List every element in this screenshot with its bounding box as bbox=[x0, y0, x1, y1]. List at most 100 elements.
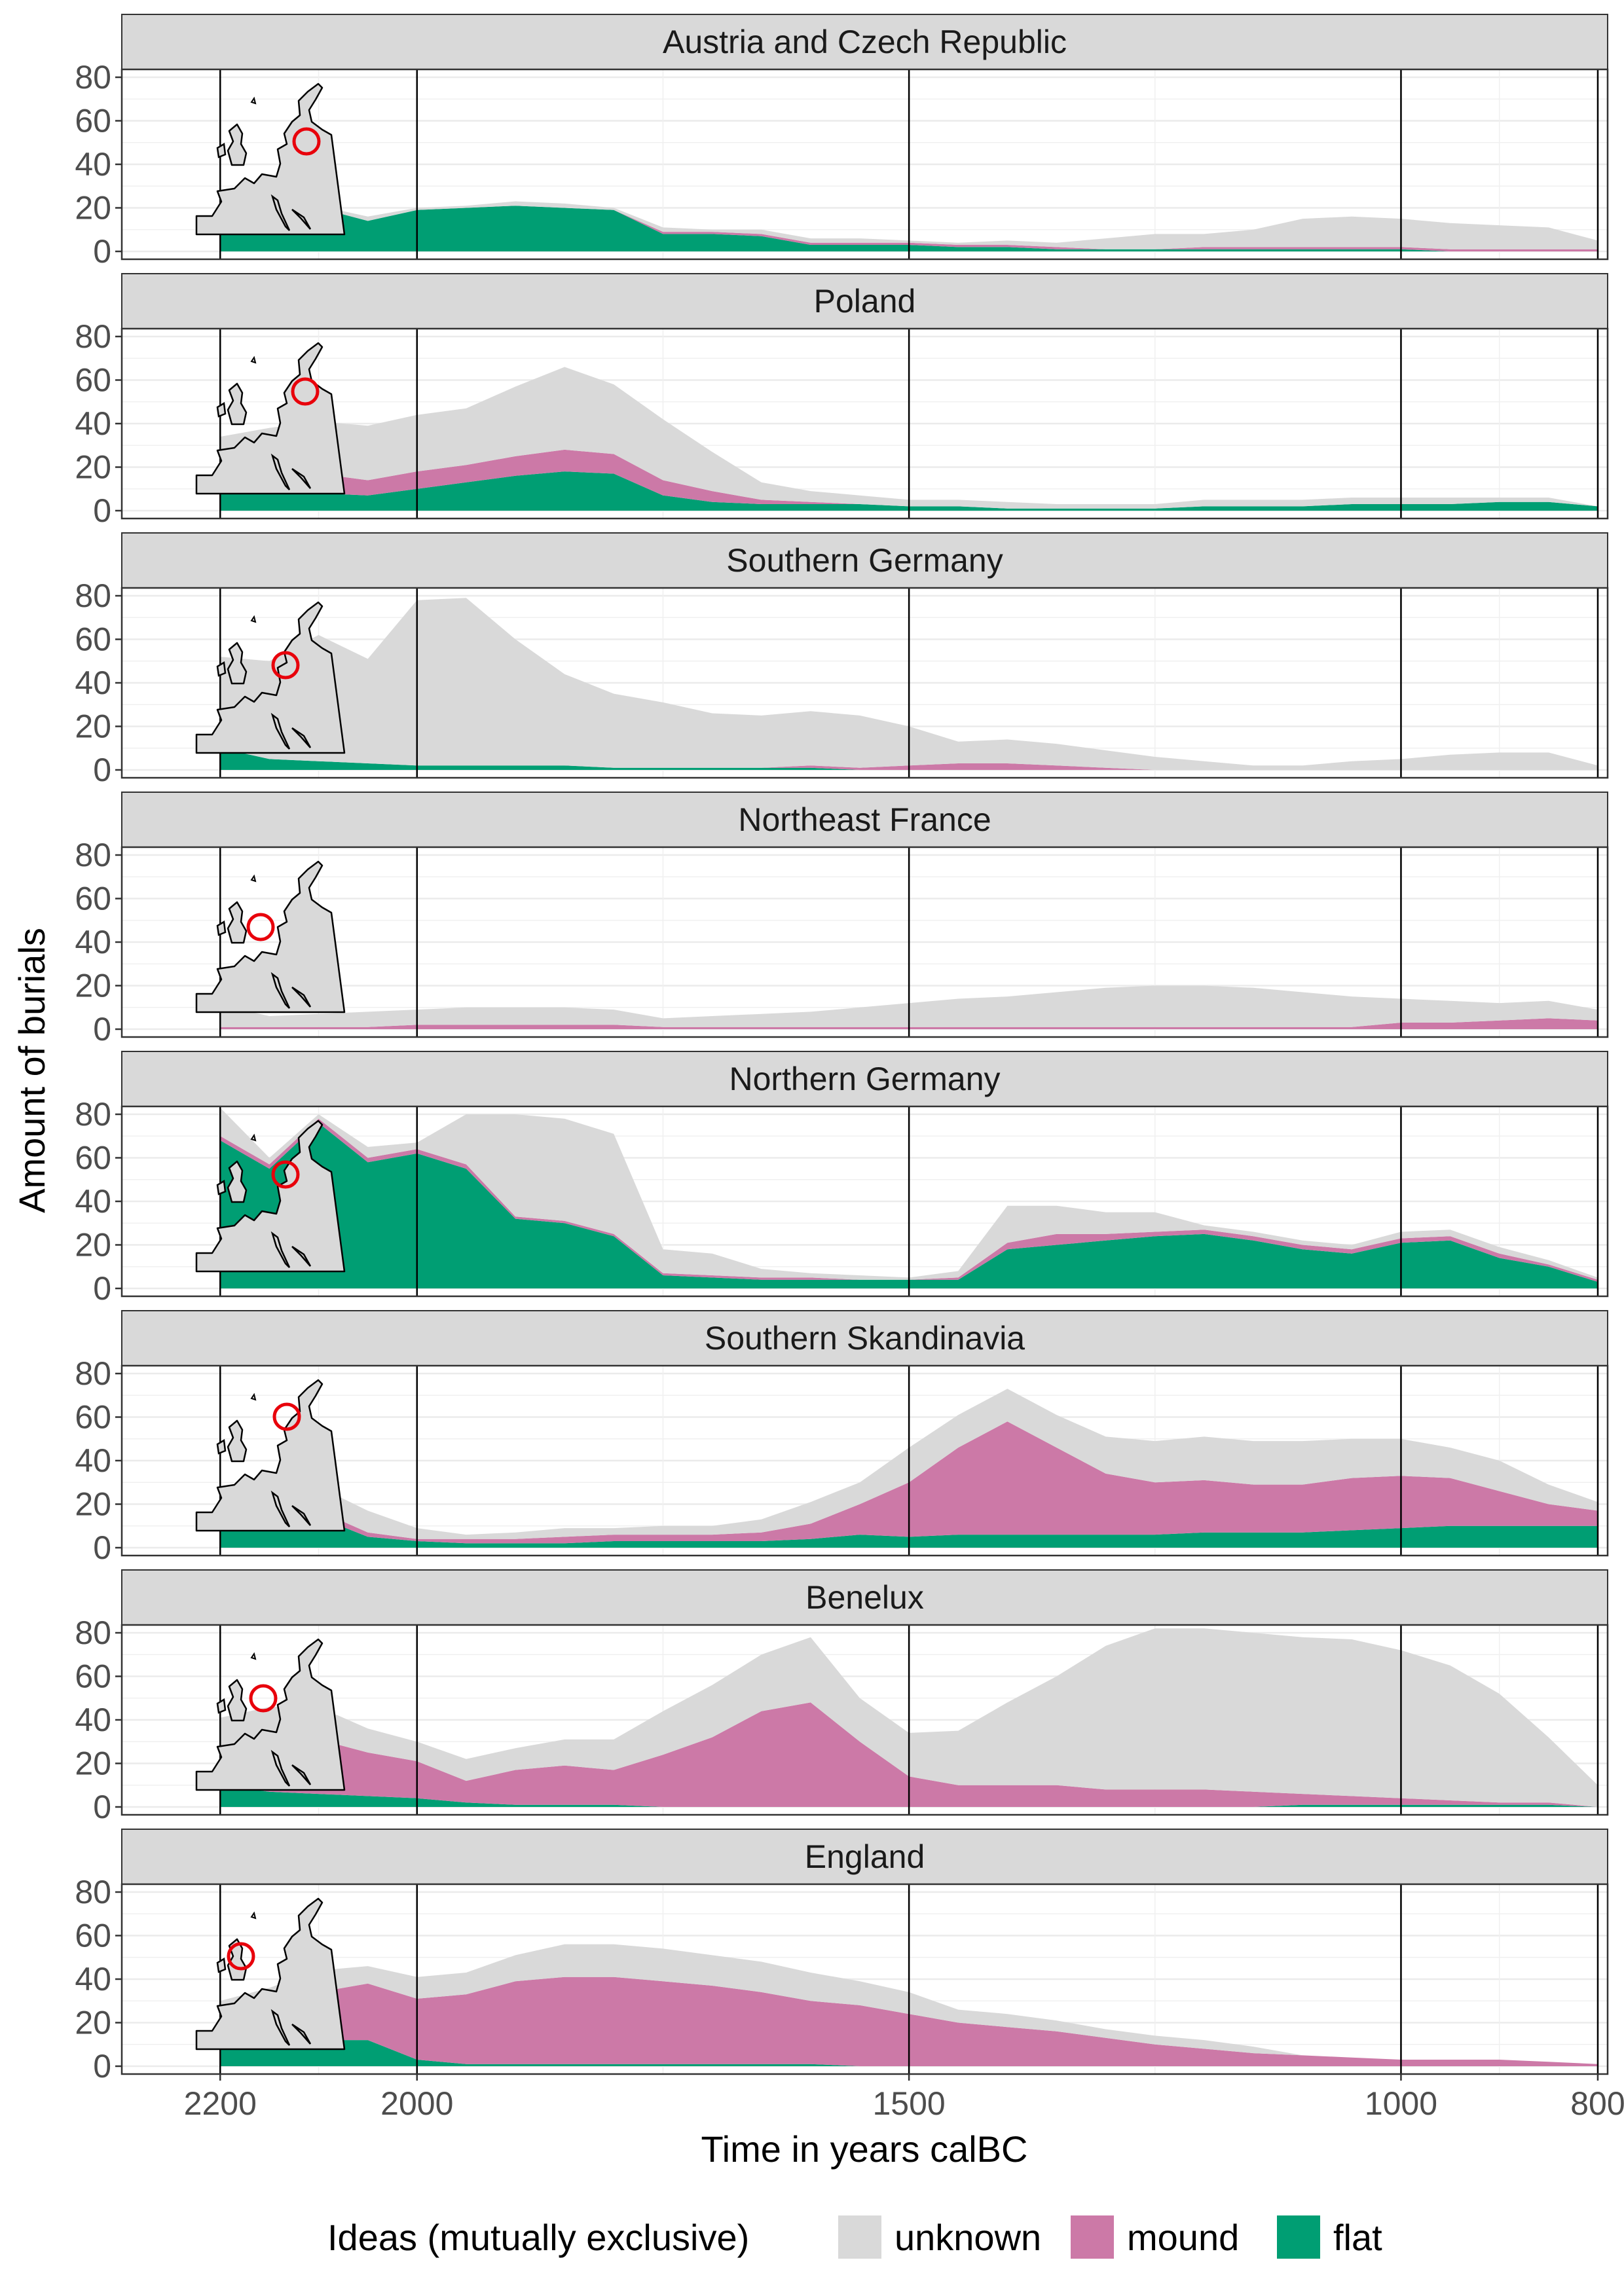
y-tick-label: 40 bbox=[75, 1442, 111, 1479]
map-great-britain bbox=[227, 1419, 248, 1463]
area-mound bbox=[220, 1421, 1598, 1544]
area-mound bbox=[220, 1018, 1598, 1029]
y-tick-label: 20 bbox=[75, 968, 111, 1004]
map-balkans bbox=[291, 1504, 312, 1526]
y-axis-title: Amount of burials bbox=[11, 928, 52, 1213]
y-tick-label: 20 bbox=[75, 1227, 111, 1264]
y-tick-label: 0 bbox=[93, 2048, 111, 2085]
facet-strip bbox=[121, 14, 1608, 70]
region-marker bbox=[271, 651, 300, 680]
y-tick-label: 20 bbox=[75, 449, 111, 486]
map-italy bbox=[270, 1231, 291, 1268]
inset-map-europe bbox=[195, 1638, 346, 1791]
inset-map-europe bbox=[195, 342, 346, 495]
map-mainland bbox=[195, 1897, 346, 2050]
map-italy bbox=[270, 453, 291, 490]
map-ireland bbox=[216, 1179, 227, 1195]
region-marker bbox=[246, 913, 275, 941]
panel-3: Southern Germany 0 20 40 60 80 bbox=[75, 532, 1609, 788]
map-balkans bbox=[291, 986, 312, 1008]
facet-title: Benelux bbox=[805, 1579, 924, 1616]
facet-title: Northeast France bbox=[738, 801, 991, 838]
facet-title: Northern Germany bbox=[729, 1061, 1000, 1097]
map-island bbox=[250, 1911, 257, 1920]
map-mainland bbox=[195, 1120, 346, 1273]
x-tick-label: 1500 bbox=[873, 2085, 946, 2122]
y-tick-label: 40 bbox=[75, 1961, 111, 1997]
legend-label: mound bbox=[1127, 2217, 1239, 2258]
y-tick-label: 80 bbox=[75, 1614, 111, 1651]
facet-strip bbox=[121, 792, 1608, 848]
area-flat bbox=[220, 471, 1598, 511]
y-tick-label: 20 bbox=[75, 1745, 111, 1782]
facet-strip bbox=[121, 273, 1608, 329]
legend-swatch bbox=[838, 2215, 881, 2259]
map-balkans bbox=[291, 1245, 312, 1267]
panel-7: Benelux 0 20 40 60 80 bbox=[75, 1569, 1609, 1825]
facet-strip bbox=[121, 1569, 1608, 1626]
map-balkans bbox=[291, 727, 312, 748]
map-great-britain bbox=[227, 1679, 248, 1722]
area-unknown bbox=[220, 194, 1598, 249]
y-tick-label: 80 bbox=[75, 1096, 111, 1133]
facet-title: Poland bbox=[814, 283, 916, 319]
map-island bbox=[250, 1133, 257, 1142]
map-great-britain bbox=[227, 382, 248, 426]
y-tick-label: 60 bbox=[75, 1140, 111, 1176]
panel-5: Northern Germany 0 20 40 60 80 bbox=[75, 1051, 1609, 1307]
map-balkans bbox=[291, 1764, 312, 1785]
region-marker bbox=[249, 1684, 278, 1713]
map-great-britain bbox=[227, 901, 248, 944]
legend-entries: unknown mound flat bbox=[838, 2215, 1382, 2259]
y-tick-label: 0 bbox=[93, 233, 111, 270]
y-tick-label: 40 bbox=[75, 1183, 111, 1220]
map-italy bbox=[270, 2009, 291, 2046]
map-italy bbox=[270, 972, 291, 1009]
map-ireland bbox=[216, 142, 227, 158]
map-island bbox=[250, 355, 257, 364]
area-flat bbox=[220, 2040, 1598, 2066]
map-great-britain bbox=[227, 1160, 248, 1203]
facet-title: Southern Germany bbox=[726, 542, 1003, 579]
y-tick-label: 60 bbox=[75, 1399, 111, 1436]
map-balkans bbox=[291, 467, 312, 489]
map-island bbox=[250, 96, 257, 105]
legend-swatch bbox=[1277, 2215, 1320, 2259]
map-italy bbox=[270, 1749, 291, 1787]
legend-swatch bbox=[1071, 2215, 1114, 2259]
map-island bbox=[250, 874, 257, 883]
map-ireland bbox=[216, 920, 227, 936]
panel-4: Northeast France 0 20 40 60 80 bbox=[75, 792, 1609, 1048]
panel-8: England 0 20 40 60 80 bbox=[75, 1829, 1609, 2085]
y-tick-label: 40 bbox=[75, 924, 111, 960]
map-italy bbox=[270, 194, 291, 231]
y-tick-label: 0 bbox=[93, 752, 111, 788]
inset-map-europe bbox=[195, 860, 346, 1013]
facet-strip bbox=[121, 1829, 1608, 1885]
area-flat bbox=[220, 199, 1598, 251]
y-tick-label: 20 bbox=[75, 2005, 111, 2041]
region-marker bbox=[227, 1942, 255, 1971]
map-mainland bbox=[195, 860, 346, 1013]
y-tick-label: 0 bbox=[93, 1789, 111, 1825]
panel-6: Southern Skandinavia 0 20 40 60 80 bbox=[75, 1310, 1609, 1566]
panel-1: Austria and Czech Republic 0 20 40 60 80 bbox=[75, 14, 1609, 270]
area-unknown bbox=[220, 1628, 1598, 1807]
legend-title: Ideas (mutually exclusive) bbox=[327, 2217, 749, 2258]
legend-label: unknown bbox=[895, 2217, 1041, 2258]
facet-title: Austria and Czech Republic bbox=[663, 24, 1067, 60]
map-ireland bbox=[216, 661, 227, 677]
x-axis: 2200 2000 1500 1000 800 bbox=[184, 2074, 1624, 2122]
panel-2: Poland 0 20 40 60 80 bbox=[75, 273, 1609, 529]
area-flat bbox=[220, 1515, 1598, 1548]
y-tick-label: 60 bbox=[75, 1918, 111, 1954]
y-tick-label: 60 bbox=[75, 1658, 111, 1695]
y-tick-label: 80 bbox=[75, 837, 111, 873]
y-tick-label: 60 bbox=[75, 103, 111, 139]
y-tick-label: 40 bbox=[75, 1702, 111, 1738]
map-balkans bbox=[291, 2023, 312, 2045]
map-italy bbox=[270, 1490, 291, 1527]
x-tick-label: 800 bbox=[1570, 2085, 1624, 2122]
y-tick-label: 80 bbox=[75, 318, 111, 355]
